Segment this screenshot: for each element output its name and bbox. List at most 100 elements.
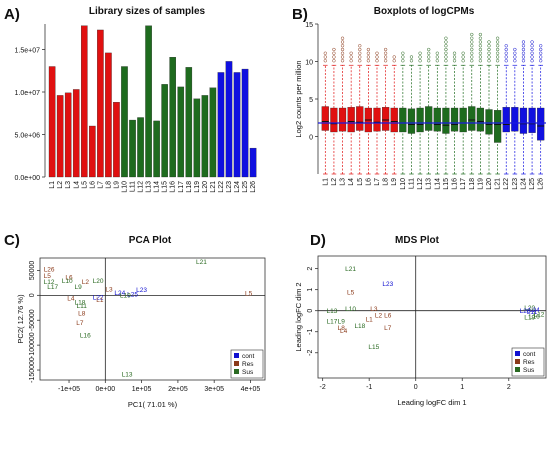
x-tick-label: L15 xyxy=(162,181,169,193)
x-tick-label: L19 xyxy=(194,181,201,193)
bar xyxy=(193,98,201,178)
x-tick-label: -1e+05 xyxy=(58,386,80,393)
point-label: L4 xyxy=(67,295,75,302)
outlier-point xyxy=(358,44,362,48)
bar xyxy=(89,125,96,178)
x-tick-label: L24 xyxy=(234,181,241,193)
x-tick-label: L20 xyxy=(202,181,209,193)
box xyxy=(321,106,329,131)
outlier-point xyxy=(478,55,483,59)
outlier-point xyxy=(340,51,345,55)
bar xyxy=(241,68,249,178)
legend-swatch xyxy=(515,351,520,356)
outlier-point xyxy=(461,51,465,55)
panel-a-letter: A) xyxy=(4,6,20,23)
x-tick-label: -1 xyxy=(366,384,372,391)
outlier-point xyxy=(504,51,508,55)
outlier-point xyxy=(349,51,353,55)
panel-d: D) MDS Plot -2 -1 0 1 2 -2 -1 0 1 2 Leading logFC … xyxy=(294,232,547,407)
box xyxy=(459,107,467,133)
bar xyxy=(137,117,144,178)
legend-label: Res xyxy=(523,359,535,366)
outlier-point xyxy=(521,59,526,63)
point-label: L24 xyxy=(114,290,125,297)
outlier-point xyxy=(375,55,379,59)
y-tick-label: 5.0e+06 xyxy=(15,133,41,140)
point-label: L2 xyxy=(375,312,383,319)
y-tick-label: -1 xyxy=(307,329,314,335)
y-tick-label: 2 xyxy=(307,267,314,271)
outlier-point xyxy=(444,59,448,63)
point-label: L3 xyxy=(105,286,113,293)
outlier-point xyxy=(435,59,439,63)
x-tick-label: 1 xyxy=(460,384,464,391)
outlier-point xyxy=(418,59,422,63)
outlier-point xyxy=(521,47,526,52)
y-tick-label: -150000 xyxy=(29,357,36,383)
bar xyxy=(105,52,112,178)
y-tick-label: 50000 xyxy=(29,261,36,281)
point-label: L16 xyxy=(529,313,540,320)
outlier-point xyxy=(383,47,388,52)
bar xyxy=(233,72,241,178)
x-tick-label: L10 xyxy=(400,178,407,190)
y-tick-label: 1.0e+07 xyxy=(15,90,41,97)
outlier-point xyxy=(470,44,474,48)
outlier-point xyxy=(530,44,534,48)
outlier-point xyxy=(349,55,353,59)
outlier-point xyxy=(504,44,508,48)
x-tick-label: L4 xyxy=(73,181,80,189)
y-axis-label: Log2 counts per million xyxy=(294,60,303,137)
outlier-point xyxy=(444,47,448,52)
x-tick-label: L16 xyxy=(170,181,177,193)
point-label: L7 xyxy=(76,320,84,327)
x-axis-label: Leading logFC dim 1 xyxy=(397,398,466,407)
outlier-point xyxy=(427,55,431,59)
bar xyxy=(113,102,120,178)
outlier-point xyxy=(392,55,396,59)
x-tick-label: L12 xyxy=(138,181,145,193)
outlier-point xyxy=(539,44,543,48)
box xyxy=(347,107,355,133)
point-label: L15 xyxy=(368,344,379,351)
x-tick-label: L10 xyxy=(121,181,128,193)
legend-label: cont xyxy=(523,351,535,358)
outlier-point xyxy=(504,47,508,52)
outlier-point xyxy=(478,36,483,40)
outlier-point xyxy=(332,55,336,59)
outlier-point xyxy=(478,44,483,48)
bar xyxy=(129,119,136,178)
bar xyxy=(225,61,233,178)
outlier-point xyxy=(383,59,388,63)
outlier-point xyxy=(340,59,345,63)
outlier-point xyxy=(495,47,500,52)
outlier-point xyxy=(340,40,345,44)
outlier-point xyxy=(539,59,543,63)
bar xyxy=(81,25,88,178)
x-tick-label: L13 xyxy=(146,181,153,193)
point-label: L6 xyxy=(65,274,73,281)
outlier-point xyxy=(444,36,448,40)
y-tick-label: -100000 xyxy=(29,332,36,358)
y-tick-label: 15 xyxy=(305,22,313,29)
outlier-point xyxy=(487,59,491,63)
bar xyxy=(209,87,217,178)
outlier-point xyxy=(332,51,336,55)
point-label: L9 xyxy=(74,284,82,291)
outlier-point xyxy=(444,55,448,59)
outlier-point xyxy=(470,36,474,40)
outlier-point xyxy=(495,55,500,59)
point-label: L17 xyxy=(47,284,58,291)
box xyxy=(511,107,519,132)
bar xyxy=(64,92,72,178)
point-label: L9 xyxy=(338,319,346,326)
box xyxy=(494,110,502,143)
y-axis-label: Leading logFC dim 2 xyxy=(294,282,303,351)
point-label: L10 xyxy=(345,306,356,313)
outlier-point xyxy=(375,59,379,63)
x-tick-label: L26 xyxy=(250,181,257,193)
point-label: L10 xyxy=(62,278,73,285)
x-tick-label: L18 xyxy=(469,178,476,190)
outlier-point xyxy=(478,47,483,52)
